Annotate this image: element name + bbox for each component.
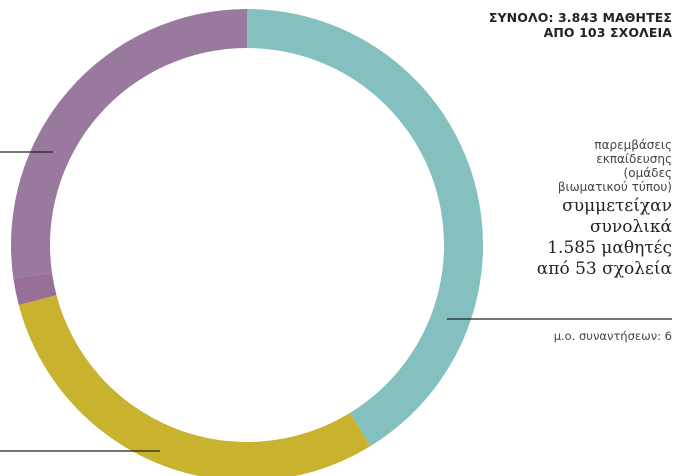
donut-slice-1 xyxy=(247,9,483,447)
donut-slice-3 xyxy=(13,273,57,306)
chart-total-title: ΣΥΝΟΛΟ: 3.843 ΜΑΘΗΤΕΣ ΑΠΟ 103 ΣΧΟΛΕΙΑ xyxy=(372,10,672,40)
total-line-1: ΣΥΝΟΛΟ: 3.843 ΜΑΘΗΤΕΣ xyxy=(488,10,672,25)
annotation-small-line-3: (ομάδες xyxy=(623,166,672,180)
annotation-category: παρεμβάσεις εκπαίδευσης (ομάδες βιωματικ… xyxy=(472,138,672,194)
meetings-average-label: μ.ο. συναντήσεων: 6 xyxy=(553,329,672,343)
annotation-small-line-1: παρεμβάσεις xyxy=(594,138,672,152)
annotation-small-line-4: βιωματικού τύπου) xyxy=(557,180,672,194)
teal-slice-annotation: παρεμβάσεις εκπαίδευσης (ομάδες βιωματικ… xyxy=(472,138,672,280)
annotation-big-line-1: συμμετείχαν xyxy=(562,196,672,216)
annotation-value: συμμετείχαν συνολικά 1.585 μαθητές από 5… xyxy=(472,196,672,280)
total-line-2: ΑΠΟ 103 ΣΧΟΛΕΙΑ xyxy=(543,25,672,40)
annotation-big-line-3: 1.585 μαθητές xyxy=(547,238,672,258)
donut-slices xyxy=(10,9,483,476)
annotation-big-line-4: από 53 σχολεία xyxy=(536,259,672,279)
annotation-small-line-2: εκπαίδευσης xyxy=(596,152,672,166)
donut-slice-2 xyxy=(18,295,371,476)
donut-slice-4 xyxy=(10,9,247,279)
annotation-big-line-2: συνολικά xyxy=(589,217,672,237)
leader-lines xyxy=(0,151,672,452)
